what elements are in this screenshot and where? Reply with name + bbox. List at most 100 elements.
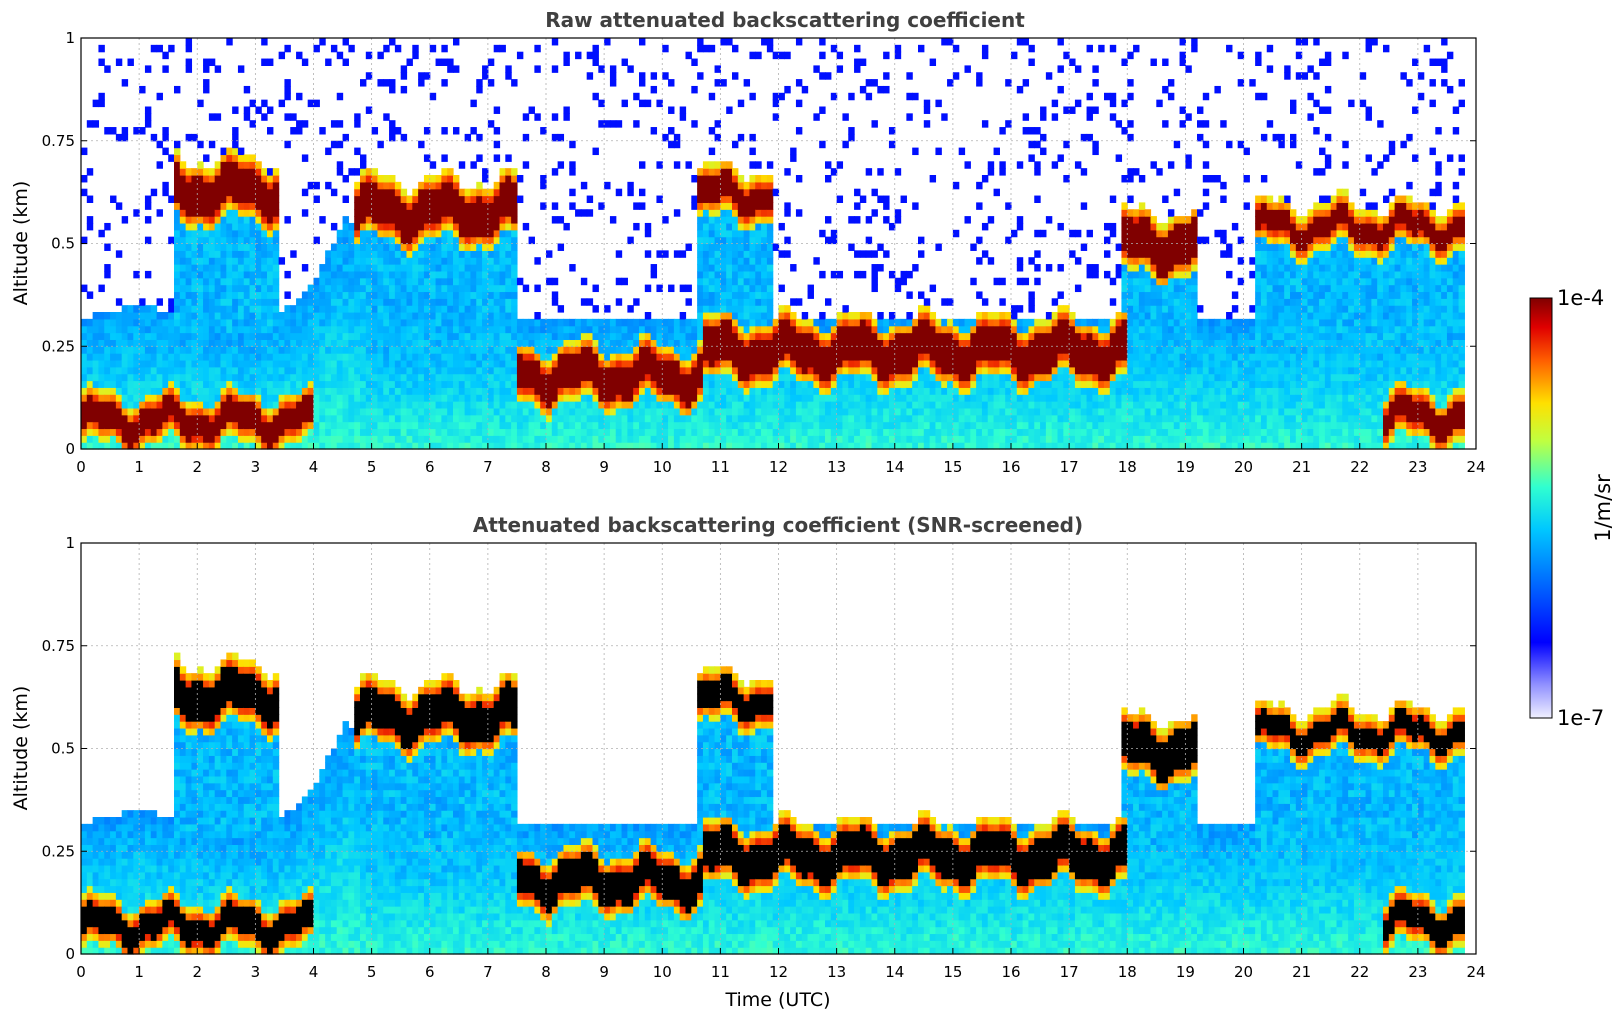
heatmap-cell: [639, 72, 646, 80]
heatmap-cell: [133, 209, 140, 217]
heatmap-cell: [888, 359, 896, 368]
heatmap-cell: [342, 421, 349, 430]
heatmap-cell: [888, 312, 896, 320]
heatmap-cell: [743, 339, 751, 347]
heatmap-cell: [575, 51, 582, 60]
heatmap-cell: [121, 127, 129, 135]
heatmap-cell: [220, 298, 227, 306]
heatmap-cell: [557, 133, 565, 142]
heatmap-cell: [505, 65, 512, 73]
heatmap-cell: [836, 421, 844, 430]
heatmap-cell: [412, 394, 419, 402]
heatmap-cell: [429, 44, 437, 53]
heatmap-cell: [272, 407, 280, 416]
heatmap-cell: [557, 216, 565, 224]
heatmap-cell: [174, 243, 181, 251]
heatmap-cell: [174, 195, 181, 203]
heatmap-cell: [772, 99, 780, 108]
heatmap-cell: [854, 442, 861, 450]
heatmap-cell: [819, 51, 826, 60]
heatmap-cell: [970, 359, 977, 368]
heatmap-cell: [174, 366, 181, 375]
heatmap-cell: [918, 442, 925, 450]
heatmap-cell: [301, 312, 309, 320]
heatmap-cell: [249, 346, 256, 354]
heatmap-cell: [325, 442, 332, 450]
heatmap-cell: [429, 277, 437, 286]
heatmap-cell: [150, 387, 158, 395]
heatmap-cell: [784, 85, 791, 94]
heatmap-cell: [214, 216, 222, 224]
heatmap-cell: [923, 428, 931, 436]
heatmap-cell: [418, 257, 425, 265]
heatmap-cell: [714, 305, 721, 313]
heatmap-cell: [708, 312, 716, 320]
heatmap-cell: [871, 387, 878, 395]
heatmap-cell: [511, 250, 518, 258]
heatmap-cell: [348, 428, 355, 436]
heatmap-cell: [749, 442, 756, 450]
heatmap-cell: [697, 339, 704, 347]
heatmap-cell: [819, 312, 826, 320]
heatmap-cell: [104, 373, 111, 382]
heatmap-cell: [394, 270, 402, 279]
heatmap-cell: [394, 380, 402, 388]
heatmap-cell: [400, 216, 408, 224]
heatmap-cell: [330, 359, 338, 368]
heatmap-cell: [534, 401, 541, 409]
heatmap-cell: [418, 318, 425, 327]
heatmap-cell: [191, 414, 198, 423]
heatmap-cell: [697, 181, 704, 190]
heatmap-cell: [447, 168, 454, 176]
heatmap-cell: [598, 346, 605, 354]
heatmap-cell: [354, 284, 361, 293]
heatmap-cell: [458, 270, 466, 279]
heatmap-cell: [714, 428, 721, 436]
heatmap-cell: [197, 387, 204, 395]
heatmap-cell: [400, 312, 408, 320]
heatmap-cell: [377, 325, 384, 334]
heatmap-cell: [883, 414, 890, 423]
heatmap-cell: [906, 414, 913, 423]
heatmap-cell: [104, 442, 111, 450]
heatmap-cell: [336, 120, 344, 128]
heatmap-cell: [755, 414, 762, 423]
heatmap-cell: [784, 312, 791, 320]
heatmap-cell: [487, 284, 495, 293]
heatmap-cell: [406, 229, 413, 238]
heatmap-cell: [208, 332, 216, 340]
heatmap-cell: [970, 346, 977, 354]
heatmap-cell: [900, 318, 907, 327]
heatmap-cell: [859, 401, 867, 409]
heatmap-cell: [330, 339, 338, 347]
heatmap-cell: [790, 332, 797, 340]
heatmap-cell: [342, 442, 349, 450]
heatmap-cell: [429, 421, 437, 430]
heatmap-cell: [325, 305, 332, 313]
heatmap-cell: [377, 175, 384, 183]
heatmap-cell: [354, 270, 361, 279]
heatmap-cell: [720, 318, 727, 327]
heatmap-cell: [272, 366, 280, 375]
heatmap-cell: [400, 325, 408, 334]
heatmap-cell: [412, 270, 419, 279]
heatmap-cell: [435, 188, 442, 197]
heatmap-cell: [313, 236, 320, 245]
heatmap-cell: [476, 312, 483, 320]
heatmap-cell: [418, 79, 425, 87]
heatmap-cell: [330, 250, 338, 258]
heatmap-cell: [400, 209, 408, 217]
heatmap-cell: [272, 175, 280, 183]
heatmap-cell: [476, 236, 483, 245]
heatmap-cell: [720, 325, 727, 334]
heatmap-cell: [976, 394, 983, 402]
heatmap-cell: [714, 325, 721, 334]
heatmap-cell: [737, 277, 745, 286]
heatmap-cell: [162, 346, 169, 354]
heatmap-cell: [516, 435, 524, 443]
heatmap-cell: [720, 168, 727, 176]
heatmap-cell: [383, 188, 390, 197]
heatmap-cell: [127, 435, 134, 443]
heatmap-cell: [330, 435, 338, 443]
heatmap-cell: [453, 175, 460, 183]
